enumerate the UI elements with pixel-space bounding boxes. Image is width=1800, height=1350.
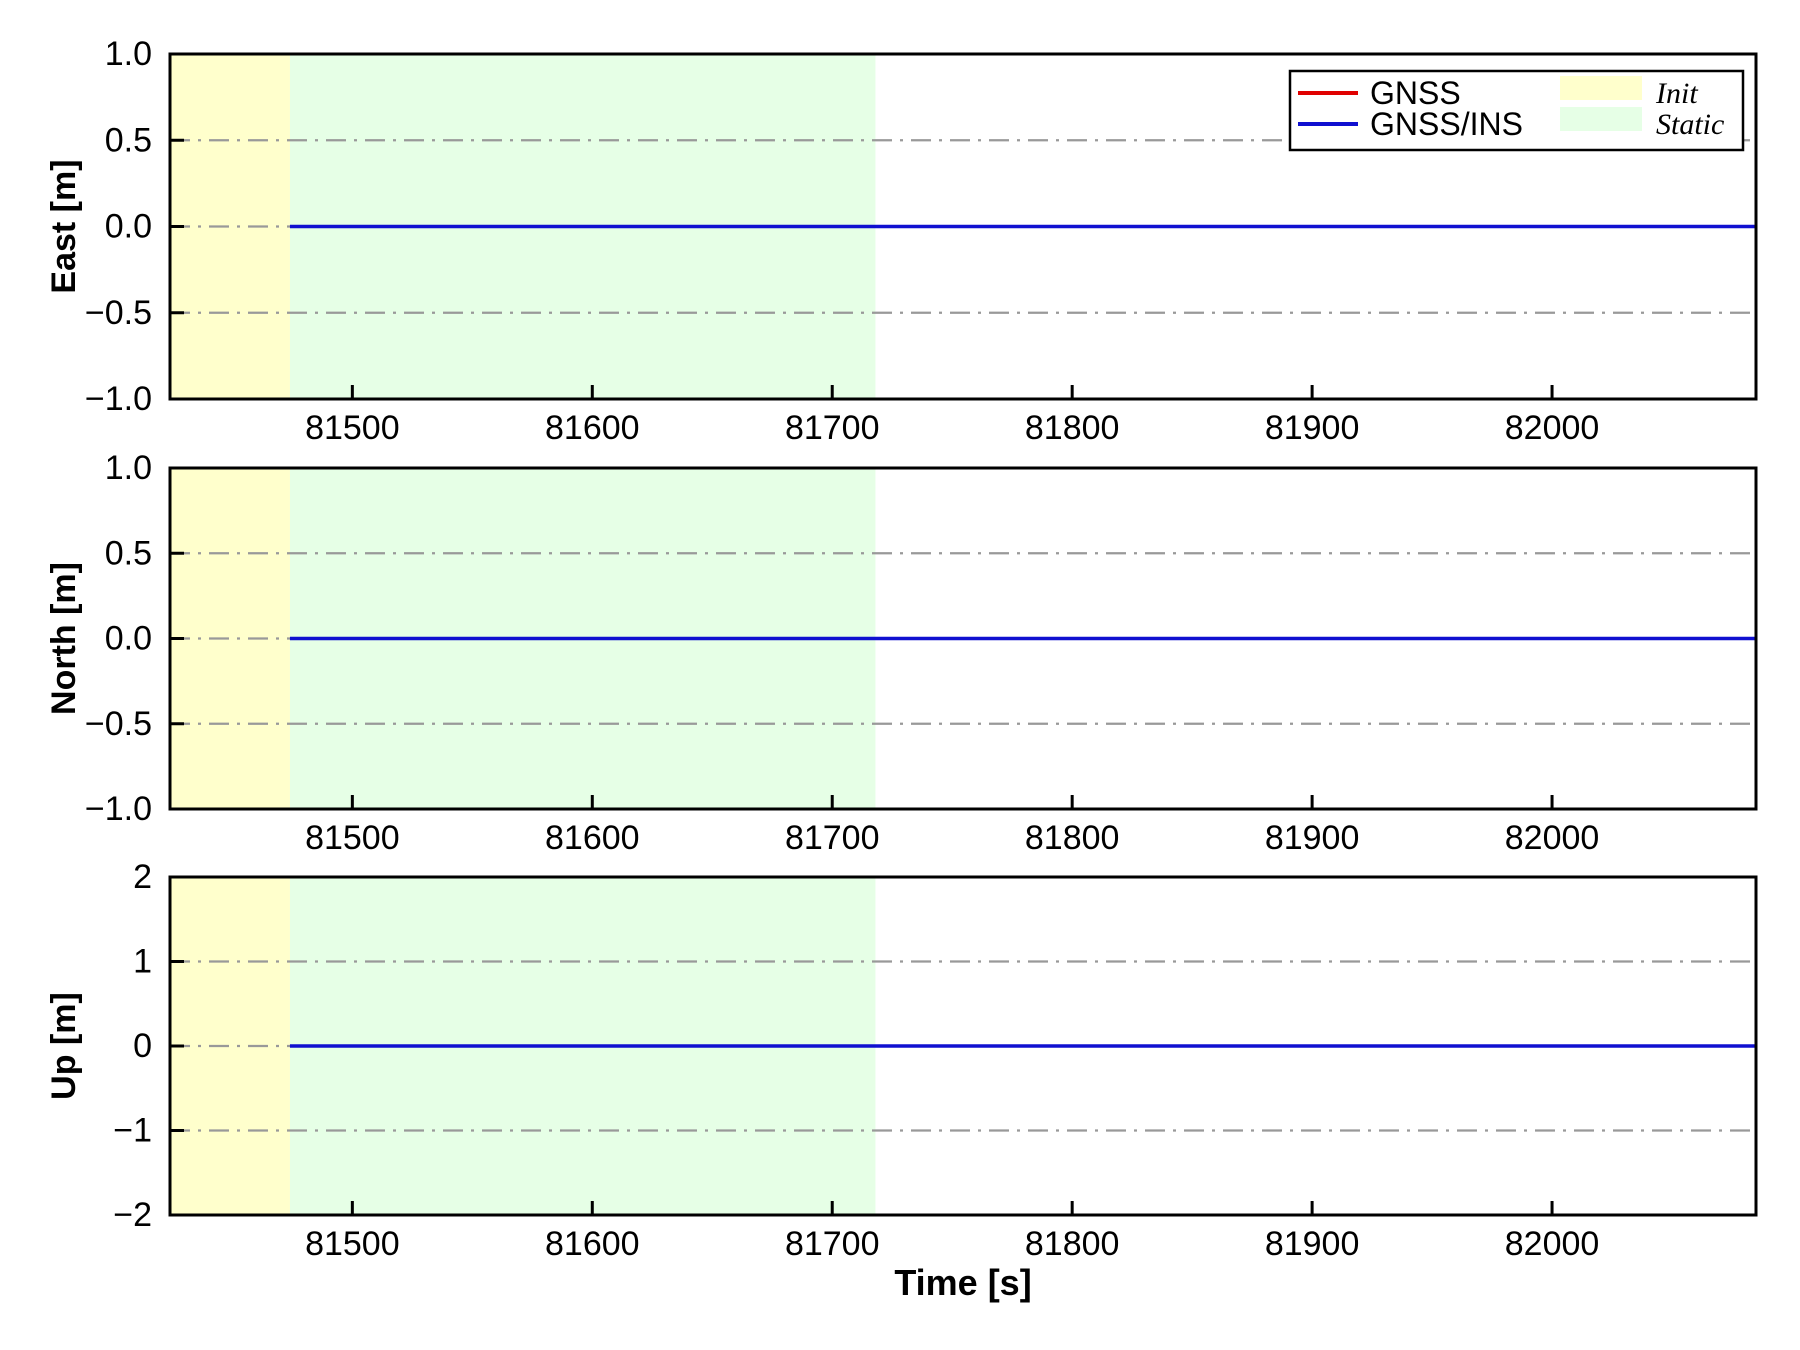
svg-text:0.0: 0.0	[105, 620, 152, 658]
svg-text:Init: Init	[1655, 77, 1698, 110]
svg-text:1.0: 1.0	[105, 35, 152, 73]
svg-text:−1: −1	[113, 1112, 152, 1150]
svg-text:81900: 81900	[1265, 409, 1360, 447]
svg-text:−1.0: −1.0	[85, 790, 152, 828]
svg-text:81600: 81600	[545, 819, 640, 857]
svg-text:81800: 81800	[1025, 819, 1120, 857]
svg-text:81600: 81600	[545, 409, 640, 447]
svg-text:Up [m]: Up [m]	[45, 992, 83, 1100]
svg-text:Static: Static	[1656, 108, 1724, 141]
svg-text:81900: 81900	[1265, 1225, 1360, 1263]
svg-text:82000: 82000	[1505, 1225, 1600, 1263]
svg-text:0: 0	[133, 1027, 152, 1065]
svg-text:81800: 81800	[1025, 1225, 1120, 1263]
svg-text:81500: 81500	[305, 409, 400, 447]
svg-text:0.0: 0.0	[105, 208, 152, 246]
svg-text:−2: −2	[113, 1196, 152, 1234]
svg-text:GNSS/INS: GNSS/INS	[1370, 106, 1523, 142]
svg-text:81500: 81500	[305, 1225, 400, 1263]
svg-text:81700: 81700	[785, 409, 880, 447]
svg-text:81900: 81900	[1265, 819, 1360, 857]
svg-text:81700: 81700	[785, 819, 880, 857]
svg-text:81500: 81500	[305, 819, 400, 857]
svg-text:0.5: 0.5	[105, 121, 152, 159]
svg-text:−1.0: −1.0	[85, 380, 152, 418]
svg-text:82000: 82000	[1505, 819, 1600, 857]
svg-text:North [m]: North [m]	[45, 562, 83, 715]
svg-text:81800: 81800	[1025, 409, 1120, 447]
svg-text:81700: 81700	[785, 1225, 880, 1263]
svg-text:1.0: 1.0	[105, 449, 152, 487]
svg-text:−0.5: −0.5	[85, 705, 152, 743]
svg-text:East [m]: East [m]	[45, 159, 83, 293]
svg-text:Time [s]: Time [s]	[894, 1262, 1031, 1303]
svg-text:1: 1	[133, 943, 152, 981]
svg-text:81600: 81600	[545, 1225, 640, 1263]
svg-text:0.5: 0.5	[105, 534, 152, 572]
svg-text:2: 2	[133, 858, 152, 896]
svg-text:82000: 82000	[1505, 409, 1600, 447]
svg-text:−0.5: −0.5	[85, 294, 152, 332]
